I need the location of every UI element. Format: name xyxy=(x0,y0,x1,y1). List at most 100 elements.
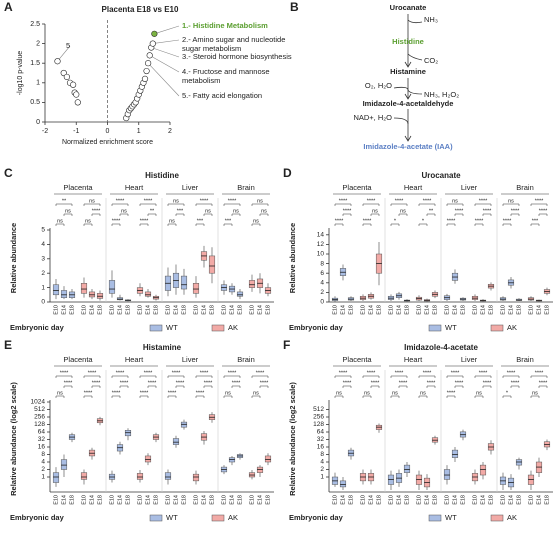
point xyxy=(143,67,150,75)
sig-label: **** xyxy=(228,370,237,376)
x-axis-label: Embryonic day xyxy=(10,323,65,332)
x-tick-label: E18 xyxy=(544,495,550,505)
sig-bracket xyxy=(83,223,93,226)
legend-label: WT xyxy=(166,513,178,522)
sig-label: **** xyxy=(423,198,432,204)
sig-bracket xyxy=(482,213,492,216)
y-tick-label: 2.5 xyxy=(30,21,40,28)
x-tick-label: E14 xyxy=(424,305,430,315)
sig-bracket xyxy=(139,395,149,398)
sig-bracket xyxy=(334,395,344,398)
x-tick-label: E14 xyxy=(424,495,430,505)
y-axis-label: -log10 p-value xyxy=(17,51,24,95)
sig-label: ns xyxy=(476,390,482,396)
y-tick-label: 64 xyxy=(38,429,46,436)
sig-label: **** xyxy=(479,198,488,204)
box xyxy=(248,280,256,288)
x-tick-label: E14 xyxy=(452,305,458,315)
sig-label: ns xyxy=(420,390,426,396)
x-tick-label: E14 xyxy=(340,495,346,505)
group-label: Brain xyxy=(237,355,255,364)
y-tick-label: 4 xyxy=(320,280,324,287)
sig-label: ns xyxy=(121,208,127,214)
sig-label: **** xyxy=(535,370,544,376)
x-tick-label: E14 xyxy=(173,305,179,315)
sig-label: **** xyxy=(196,390,205,396)
sig-label: ns xyxy=(364,390,370,396)
y-tick-label: 2 xyxy=(41,466,45,473)
sig-bracket xyxy=(195,223,205,226)
sig-label: **** xyxy=(256,370,265,376)
y-tick-label: 64 xyxy=(317,429,325,436)
annotation-line: 2.- Amino sugar and nucleotide xyxy=(182,35,285,44)
sig-label: ns xyxy=(225,390,231,396)
sig-bracket xyxy=(390,375,408,378)
x-tick-label: E18 xyxy=(181,495,187,505)
sig-bracket xyxy=(398,213,408,216)
sig-label: **** xyxy=(343,208,352,214)
x-tick-label: E10 xyxy=(528,305,534,315)
x-tick-label: E14 xyxy=(368,495,374,505)
pathway-arrows xyxy=(393,14,423,142)
x-tick-label: E10 xyxy=(444,305,450,315)
sig-bracket xyxy=(175,213,185,216)
x-tick-label: E18 xyxy=(265,495,271,505)
sig-label: ns xyxy=(233,208,239,214)
x-tick-label: E10 xyxy=(388,495,394,505)
sig-bracket xyxy=(119,213,129,216)
sig-label: ns xyxy=(65,208,71,214)
sig-bracket xyxy=(334,375,352,378)
group-label: Liver xyxy=(182,183,199,192)
point xyxy=(149,40,156,47)
sig-label: ns xyxy=(261,208,267,214)
sig-bracket xyxy=(446,223,456,226)
legend-label: AK xyxy=(507,513,517,522)
x-tick-label: E14 xyxy=(89,305,95,315)
sig-bracket xyxy=(139,223,149,226)
y-tick-label: 0 xyxy=(36,119,40,126)
legend-label: WT xyxy=(445,513,457,522)
sig-label: **** xyxy=(112,390,121,396)
y-tick-label: 32 xyxy=(317,436,325,443)
sig-bracket xyxy=(446,203,464,206)
panel-letter: D xyxy=(283,166,292,180)
legend-swatch xyxy=(149,514,163,522)
sig-label: ns xyxy=(392,390,398,396)
box xyxy=(339,480,347,488)
x-axis-label: Embryonic day xyxy=(289,513,344,522)
x-tick-label: E14 xyxy=(396,495,402,505)
sig-bracket xyxy=(362,375,380,378)
sig-label: **** xyxy=(427,380,436,386)
sig-bracket xyxy=(83,395,93,398)
x-tick-label: E18 xyxy=(153,495,159,505)
group-label: Heart xyxy=(125,355,144,364)
box xyxy=(164,472,172,480)
x-tick-label: E10 xyxy=(500,495,506,505)
sig-bracket xyxy=(390,203,408,206)
x-tick-label: E10 xyxy=(472,305,478,315)
box xyxy=(451,449,459,458)
arrow-head xyxy=(404,61,412,68)
x-tick-label: E10 xyxy=(193,495,199,505)
x-tick-label: E18 xyxy=(376,305,382,315)
sig-label: **** xyxy=(483,380,492,386)
sig-bracket xyxy=(63,385,73,388)
y-tick-label: 0 xyxy=(41,299,45,306)
x-tick-label: E14 xyxy=(61,305,67,315)
y-axis-label: Relative abundance (log2 scale) xyxy=(9,382,18,496)
point xyxy=(74,99,81,106)
y-tick-label: 256 xyxy=(313,414,324,421)
group-label: Placenta xyxy=(342,183,372,192)
box xyxy=(479,464,487,476)
x-tick-label: E10 xyxy=(81,495,87,505)
legend-swatch xyxy=(490,514,504,522)
group-label: Heart xyxy=(404,355,423,364)
sig-bracket xyxy=(251,223,261,226)
sig-label: **** xyxy=(447,218,456,224)
sig-bracket xyxy=(502,203,520,206)
sig-bracket xyxy=(510,385,520,388)
box xyxy=(60,290,68,298)
y-tick-label: 128 xyxy=(34,421,45,428)
box xyxy=(192,283,200,294)
x-tick-label: E14 xyxy=(368,305,374,315)
